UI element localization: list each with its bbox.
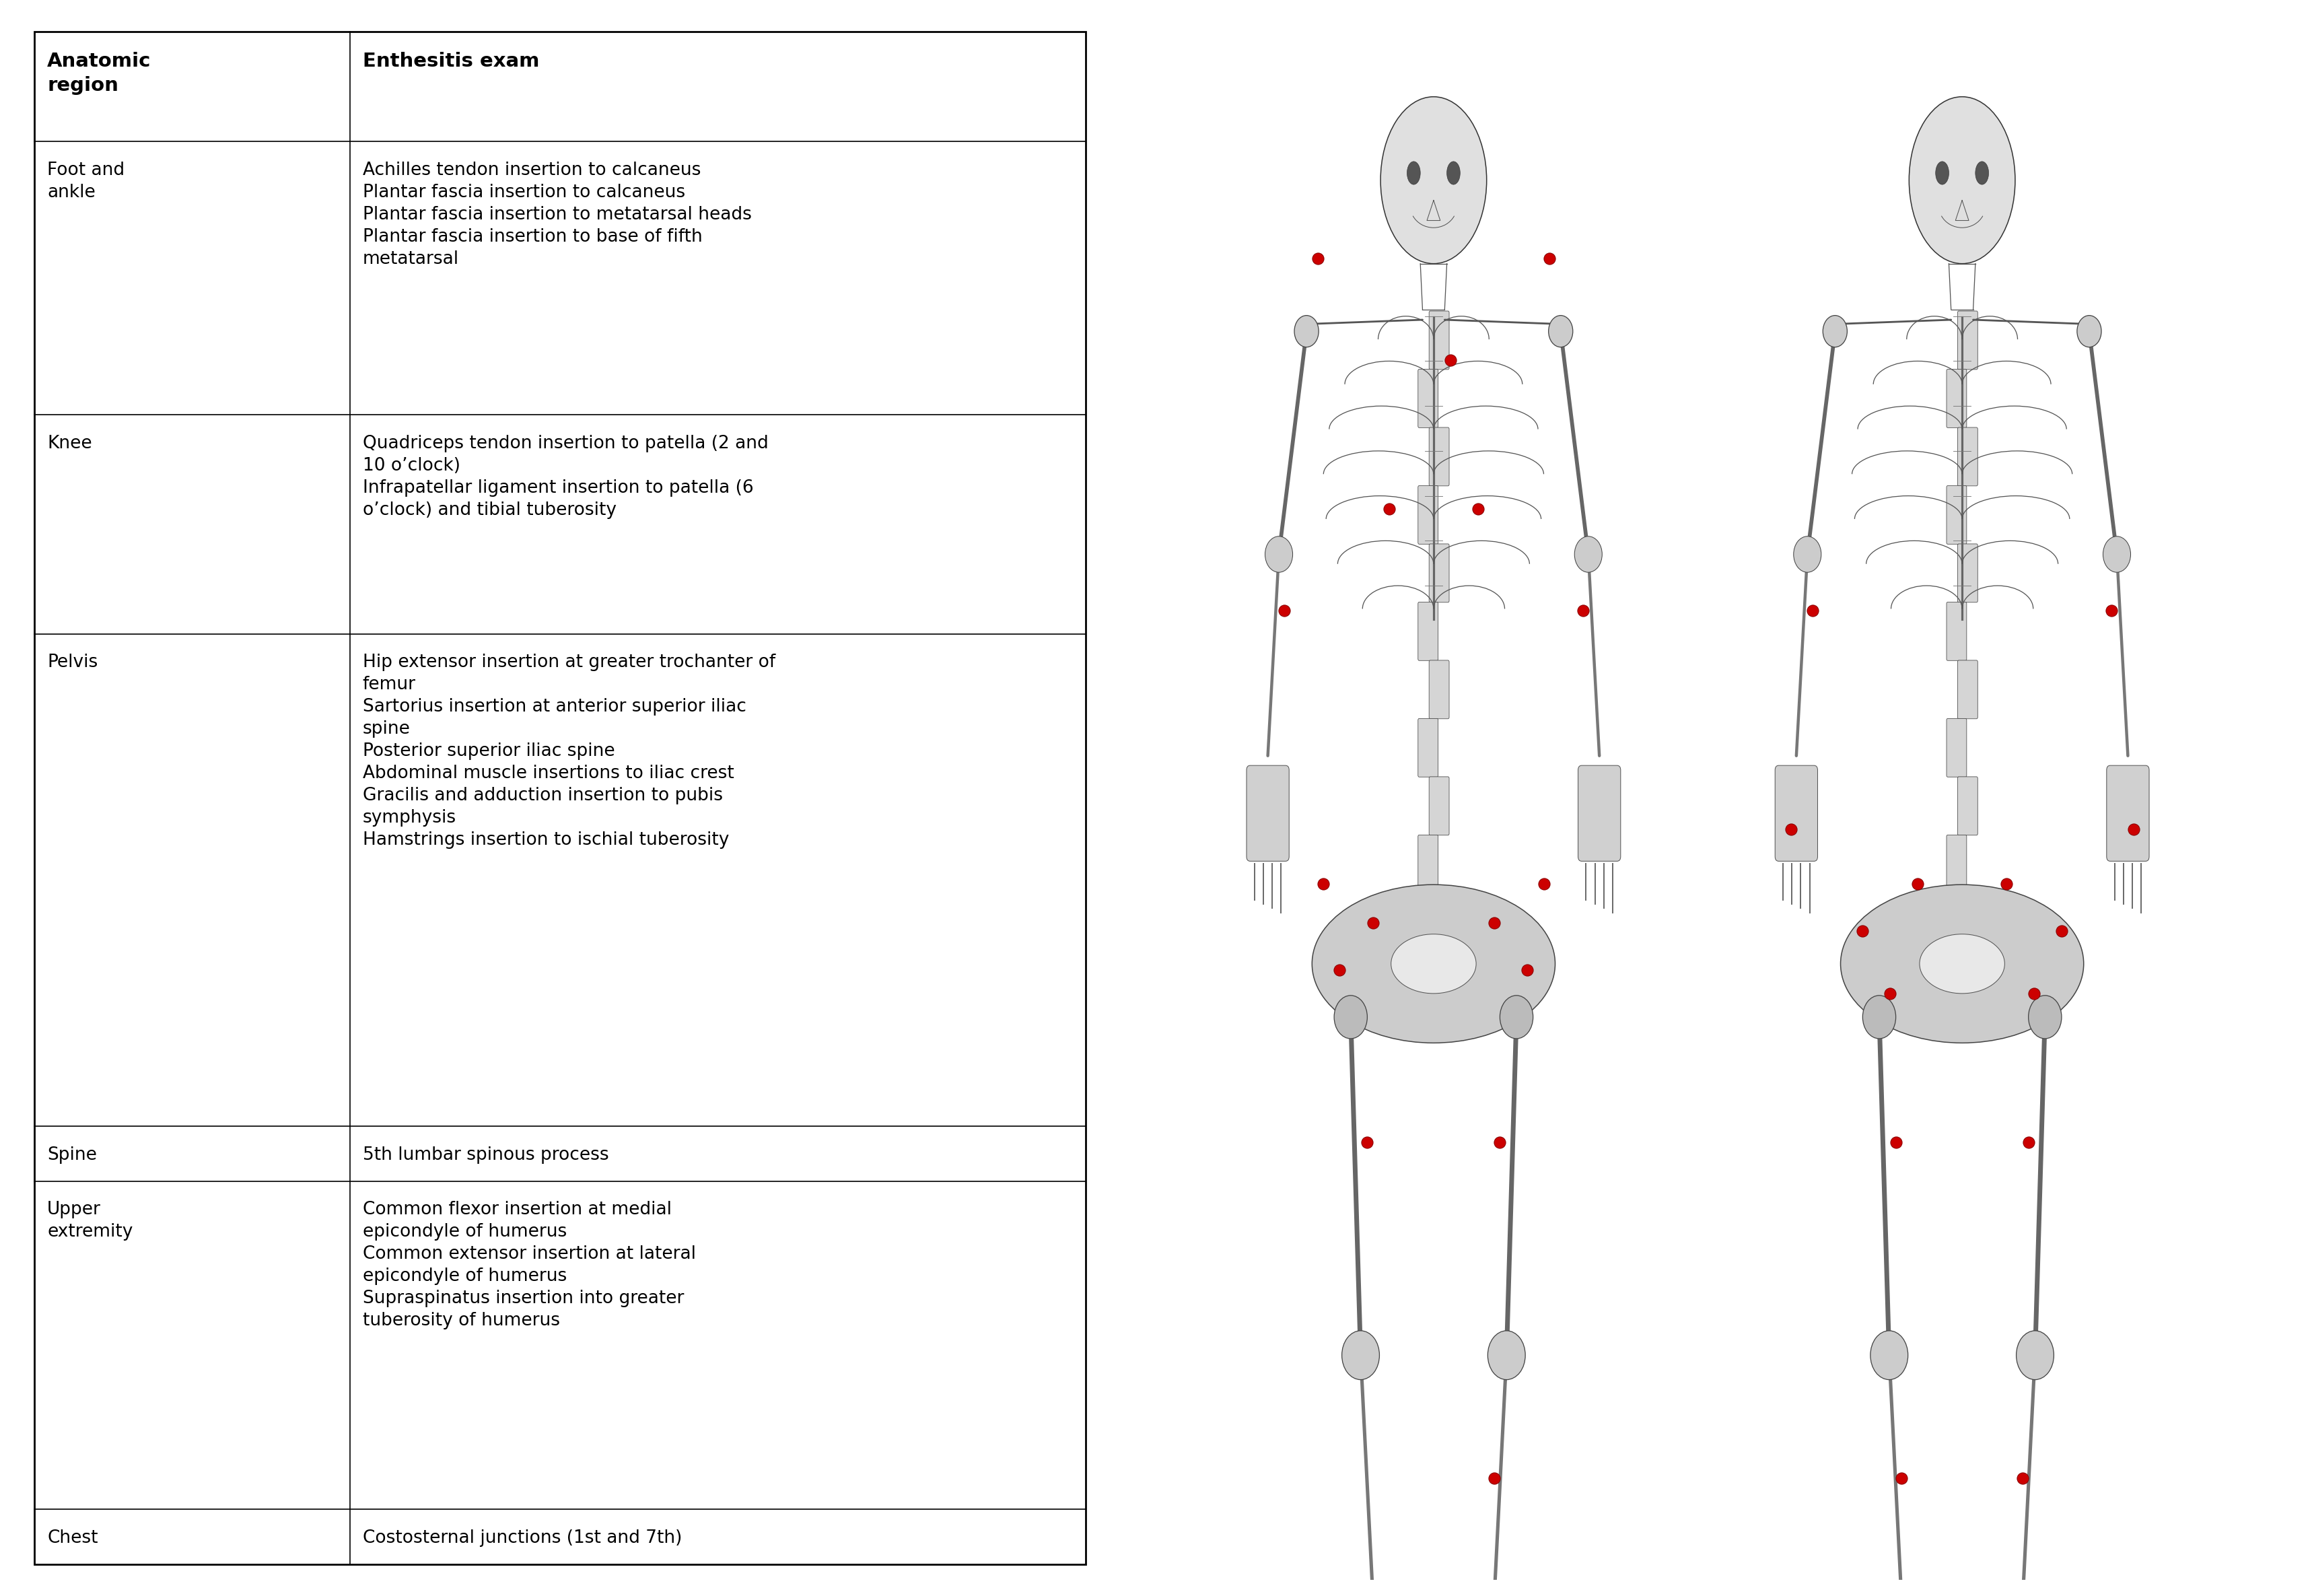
FancyBboxPatch shape (1957, 777, 1977, 835)
Point (1564, 597, 1601, 622)
FancyBboxPatch shape (1947, 485, 1966, 544)
Point (1305, 871, 1342, 897)
Point (2093, 597, 2130, 622)
Point (1481, 1130, 1518, 1156)
Ellipse shape (1446, 161, 1460, 185)
Point (1525, 871, 1562, 897)
Ellipse shape (2017, 1331, 2054, 1379)
Ellipse shape (1266, 536, 1294, 573)
Point (1370, 496, 1407, 522)
Point (1321, 958, 1358, 983)
FancyBboxPatch shape (1430, 661, 1448, 718)
Point (2005, 1465, 2042, 1491)
FancyBboxPatch shape (1418, 485, 1439, 544)
Text: Upper
extremity: Upper extremity (46, 1200, 134, 1240)
Ellipse shape (1548, 316, 1573, 346)
Ellipse shape (1871, 1331, 1908, 1379)
Ellipse shape (1862, 996, 1897, 1039)
FancyBboxPatch shape (1430, 311, 1448, 369)
Text: Foot and
ankle: Foot and ankle (46, 161, 125, 201)
Ellipse shape (1342, 1331, 1379, 1379)
Point (2010, 1130, 2047, 1156)
FancyBboxPatch shape (1418, 835, 1439, 894)
Point (1476, 910, 1513, 935)
Ellipse shape (2077, 316, 2102, 346)
Ellipse shape (1312, 884, 1555, 1042)
FancyBboxPatch shape (1578, 766, 1622, 862)
Point (1871, 980, 1908, 1007)
Point (1349, 1130, 1386, 1156)
Text: Quadriceps tendon insertion to patella (2 and
10 o’clock)
Infrapatellar ligament: Quadriceps tendon insertion to patella (… (363, 434, 769, 519)
FancyBboxPatch shape (1774, 766, 1818, 862)
Text: Enthesitis exam: Enthesitis exam (363, 51, 538, 70)
Point (1460, 496, 1497, 522)
Text: Anatomic
region: Anatomic region (46, 51, 150, 94)
Point (1432, 348, 1469, 373)
FancyBboxPatch shape (1418, 602, 1439, 661)
FancyBboxPatch shape (1418, 369, 1439, 428)
Point (2116, 817, 2153, 843)
Point (1899, 871, 1936, 897)
Ellipse shape (1823, 316, 1848, 346)
FancyBboxPatch shape (1947, 602, 1966, 661)
FancyBboxPatch shape (2107, 766, 2148, 862)
Point (2014, 980, 2051, 1007)
FancyBboxPatch shape (1430, 544, 1448, 602)
Point (1843, 918, 1880, 943)
Point (1878, 1130, 1915, 1156)
Point (1795, 597, 1832, 622)
Ellipse shape (1488, 1331, 1525, 1379)
Text: Hip extensor insertion at greater trochanter of
femur
Sartorius insertion at ant: Hip extensor insertion at greater trocha… (363, 654, 776, 849)
FancyBboxPatch shape (1957, 311, 1977, 369)
Point (1883, 1465, 1920, 1491)
Ellipse shape (1294, 316, 1319, 346)
Text: Knee: Knee (46, 434, 92, 452)
Ellipse shape (1499, 996, 1534, 1039)
Point (1989, 871, 2026, 897)
Ellipse shape (1841, 884, 2084, 1042)
Point (1508, 958, 1545, 983)
Text: Pelvis: Pelvis (46, 654, 97, 672)
Text: Spine: Spine (46, 1146, 97, 1163)
Text: 5th lumbar spinous process: 5th lumbar spinous process (363, 1146, 608, 1163)
FancyBboxPatch shape (1957, 661, 1977, 718)
Ellipse shape (1407, 161, 1421, 185)
Point (1772, 817, 1809, 843)
Point (1532, 246, 1568, 271)
Ellipse shape (2102, 536, 2130, 573)
FancyBboxPatch shape (1947, 718, 1966, 777)
FancyBboxPatch shape (1947, 835, 1966, 894)
Text: Common flexor insertion at medial
epicondyle of humerus
Common extensor insertio: Common flexor insertion at medial epicon… (363, 1200, 695, 1329)
Ellipse shape (1936, 161, 1950, 185)
Ellipse shape (1975, 161, 1989, 185)
FancyBboxPatch shape (1957, 428, 1977, 485)
Ellipse shape (2028, 996, 2061, 1039)
FancyBboxPatch shape (1430, 777, 1448, 835)
Text: Costosternal junctions (1st and 7th): Costosternal junctions (1st and 7th) (363, 1529, 681, 1547)
FancyBboxPatch shape (1418, 718, 1439, 777)
Ellipse shape (1793, 536, 1820, 573)
Ellipse shape (1575, 536, 1603, 573)
Point (1476, 1465, 1513, 1491)
Ellipse shape (1908, 97, 2014, 263)
Point (1298, 246, 1335, 271)
Point (1266, 597, 1303, 622)
FancyBboxPatch shape (1947, 369, 1966, 428)
Text: Achilles tendon insertion to calcaneus
Plantar fascia insertion to calcaneus
Pla: Achilles tendon insertion to calcaneus P… (363, 161, 751, 268)
FancyBboxPatch shape (1247, 766, 1289, 862)
Text: Chest: Chest (46, 1529, 97, 1547)
Point (2042, 918, 2079, 943)
FancyBboxPatch shape (1430, 428, 1448, 485)
Point (1354, 910, 1391, 935)
Ellipse shape (1335, 996, 1368, 1039)
Ellipse shape (1920, 934, 2005, 993)
Ellipse shape (1381, 97, 1488, 263)
FancyBboxPatch shape (1957, 544, 1977, 602)
Ellipse shape (1391, 934, 1476, 993)
